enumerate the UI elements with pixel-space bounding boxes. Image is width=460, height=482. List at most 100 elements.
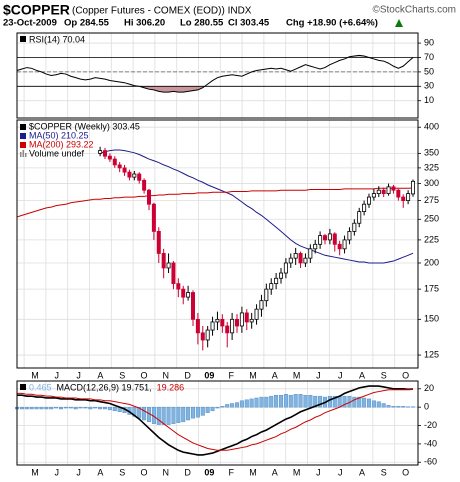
- candle-body: [337, 243, 342, 250]
- histogram-bar: [249, 398, 254, 408]
- histogram-bar: [401, 406, 406, 408]
- histogram-bar: [195, 406, 200, 418]
- y-tick-label: 350: [424, 148, 439, 158]
- histogram-bar: [259, 396, 264, 408]
- histogram-bar: [396, 406, 401, 408]
- y-tick-label: 70: [424, 52, 434, 62]
- candle-body: [352, 222, 357, 232]
- change: Chg +18.90 (+6.64%): [286, 18, 378, 29]
- x-tick-label: S: [119, 467, 125, 477]
- histogram-bar: [24, 406, 29, 410]
- histogram-bar: [29, 406, 34, 410]
- histogram-bar: [376, 401, 381, 408]
- candle-body: [371, 193, 376, 198]
- candle-body: [298, 253, 303, 264]
- candle-body: [274, 277, 279, 285]
- x-tick-label: M: [249, 467, 257, 477]
- y-tick-label: 200: [424, 257, 439, 267]
- histogram-bar: [254, 397, 259, 408]
- legend-entry: MACD(12,26,9) 19.751,: [57, 382, 152, 392]
- x-tick-label: O: [140, 467, 147, 477]
- legend-marker: [20, 133, 26, 139]
- x-tick-label: A: [359, 370, 365, 380]
- histogram-bar: [234, 402, 239, 408]
- candle-body: [362, 203, 367, 212]
- histogram-bar: [371, 400, 376, 408]
- y-tick-label: 30: [424, 81, 434, 91]
- candle-body: [318, 235, 323, 245]
- legend-marker: [20, 36, 26, 42]
- candle-body: [166, 262, 171, 269]
- legend-marker: [25, 153, 27, 157]
- candle-body: [278, 272, 283, 279]
- histogram-bar: [176, 406, 181, 423]
- histogram-bar: [264, 396, 269, 408]
- y-tick-label: 90: [424, 37, 434, 47]
- candle-body: [239, 312, 244, 327]
- candle-body: [195, 318, 200, 334]
- candle-body: [308, 248, 313, 259]
- y-tick-label: 225: [424, 234, 439, 244]
- panel-frame: [16, 119, 419, 369]
- panel-frame: [16, 380, 419, 466]
- y-tick-label: 20: [424, 383, 434, 393]
- histogram-bar: [279, 395, 284, 408]
- histogram-bar: [381, 403, 386, 408]
- x-tick-label: 09: [204, 370, 214, 380]
- candle-body: [410, 180, 415, 195]
- y-tick-label: 300: [424, 178, 439, 188]
- histogram-bar: [49, 406, 54, 410]
- candle-body: [137, 173, 142, 181]
- y-tick-label: 275: [424, 195, 439, 205]
- histogram-bar: [332, 395, 337, 408]
- y-tick-label: 50: [424, 66, 434, 76]
- open: Op 284.55: [64, 18, 110, 29]
- legend-entry: Volume undef: [29, 148, 85, 158]
- up-arrow: [395, 19, 403, 27]
- candle-body: [225, 325, 230, 334]
- candle-body: [347, 230, 352, 241]
- candle-body: [215, 318, 220, 323]
- candle-body: [190, 292, 195, 320]
- candle-body: [313, 243, 318, 250]
- x-tick-label: A: [97, 467, 103, 477]
- histogram-bar: [83, 406, 88, 409]
- series-line: [17, 388, 414, 451]
- histogram-bar: [308, 395, 313, 408]
- histogram-bar: [200, 406, 205, 416]
- histogram-bar: [98, 406, 103, 410]
- candle-body: [391, 186, 396, 191]
- y-tick-label: 400: [424, 122, 439, 132]
- histogram-bar: [352, 396, 357, 408]
- candle-body: [259, 300, 264, 310]
- candle-body: [269, 283, 274, 290]
- x-tick-label: M: [293, 467, 301, 477]
- x-tick-label: S: [119, 370, 125, 380]
- candle-body: [406, 193, 411, 202]
- moving-average: [16, 187, 414, 218]
- candle-body: [342, 239, 347, 250]
- histogram-bar: [78, 406, 83, 409]
- histogram-bar: [19, 406, 24, 410]
- histogram-bar: [54, 406, 59, 409]
- histogram-bar: [44, 406, 49, 410]
- candle-body: [376, 189, 381, 195]
- histogram-bar: [303, 395, 308, 408]
- x-tick-label: 09: [204, 467, 214, 477]
- x-tick-label: J: [76, 467, 81, 477]
- candle-body: [327, 233, 332, 241]
- candle-body: [322, 235, 327, 241]
- x-tick-label: J: [338, 370, 343, 380]
- y-tick-label: 325: [424, 162, 439, 172]
- x-tick-label: J: [316, 467, 321, 477]
- x-tick-label: J: [316, 370, 321, 380]
- candle-body: [210, 321, 215, 331]
- candle-body: [249, 318, 254, 323]
- x-tick-label: A: [272, 467, 278, 477]
- histogram-bar: [39, 406, 44, 410]
- x-tick-label: J: [55, 467, 60, 477]
- x-tick-label: N: [163, 370, 170, 380]
- x-tick-label: J: [338, 467, 343, 477]
- close: Cl 303.45: [228, 18, 270, 29]
